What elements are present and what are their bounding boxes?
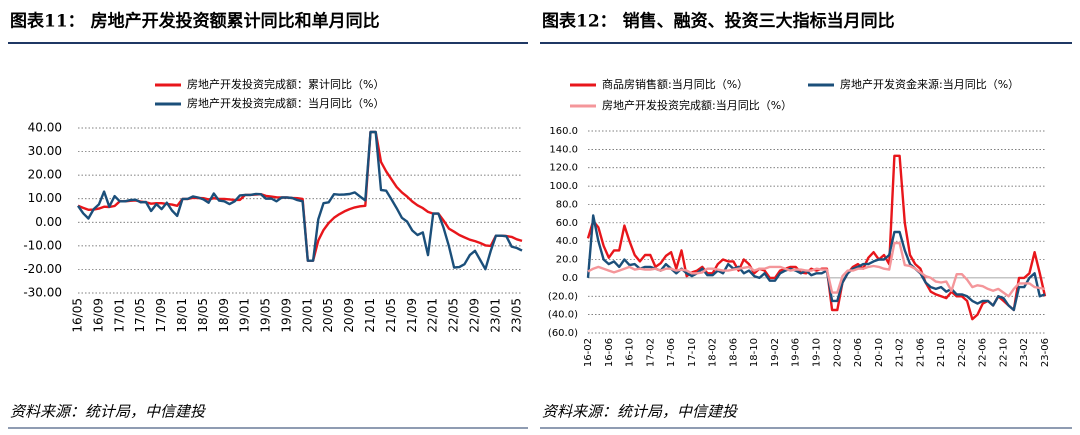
legend-label: 商品房销售额:当月同比（%） xyxy=(602,77,748,91)
x-tick-label: 17-02 xyxy=(645,338,656,367)
x-tick-label: 21-06 xyxy=(915,338,926,367)
y-tick-label: 40.0 xyxy=(556,236,578,247)
legend-label: 房地产开发投资完成额：当月同比（%） xyxy=(187,96,384,110)
source-note: 资料来源：统计局，中信建投 xyxy=(10,403,207,421)
x-tick-label: 18-06 xyxy=(728,338,739,367)
x-tick-label: 22-02 xyxy=(957,338,968,367)
x-tick-label: 20/01 xyxy=(300,298,314,333)
x-tick-label: 16-10 xyxy=(625,338,636,367)
series-line xyxy=(77,130,523,271)
series-line xyxy=(586,214,1046,312)
y-tick-label: 30.00 xyxy=(28,144,62,158)
legend-label: 房地产开发投资完成额:当月同比（%） xyxy=(602,98,792,112)
x-tick-label: 22-10 xyxy=(998,338,1009,367)
source-note: 资料来源：统计局，中信建投 xyxy=(542,403,739,421)
x-tick-label: 23/01 xyxy=(488,298,502,333)
x-tick-label: 19/09 xyxy=(279,298,293,333)
x-tick-label: 21/01 xyxy=(363,298,377,333)
y-tick-label: 140.0 xyxy=(549,144,578,155)
x-tick-label: 16/09 xyxy=(91,298,105,333)
x-tick-label: 16-02 xyxy=(583,338,594,367)
y-tick-label: (60.0) xyxy=(548,328,578,339)
y-tick-label: 100.0 xyxy=(549,181,578,192)
y-tick-label: 160.0 xyxy=(549,126,578,137)
y-tick-label: 0.0 xyxy=(562,273,578,284)
y-tick-label: 20.00 xyxy=(28,168,62,182)
x-tick-label: 18/09 xyxy=(217,298,231,333)
x-tick-label: 17/01 xyxy=(112,298,126,333)
x-tick-label: 20/05 xyxy=(321,298,335,333)
x-tick-label: 17/05 xyxy=(133,298,147,333)
x-tick-label: 19-06 xyxy=(791,338,802,367)
y-tick-label: -30.00 xyxy=(23,286,62,300)
y-tick-label: 0.00 xyxy=(35,215,62,229)
y-tick-label: -20.00 xyxy=(23,262,62,276)
x-tick-label: 20-10 xyxy=(874,338,885,367)
x-tick-label: 22-06 xyxy=(978,338,989,367)
legend-label: 房地产开发投资完成额：累计同比（%） xyxy=(187,77,384,91)
x-tick-label: 21/09 xyxy=(405,298,419,333)
x-tick-label: 19-02 xyxy=(770,338,781,367)
y-tick-label: (40.0) xyxy=(548,310,578,321)
x-tick-label: 22/05 xyxy=(447,298,461,333)
x-tick-label: 19/01 xyxy=(238,298,252,333)
x-tick-label: 16/05 xyxy=(71,298,85,333)
x-tick-label: 22/01 xyxy=(426,298,440,333)
y-tick-label: (20.0) xyxy=(548,291,578,302)
x-tick-label: 21-02 xyxy=(895,338,906,367)
series-line xyxy=(587,241,1046,298)
x-tick-label: 23/05 xyxy=(509,298,523,333)
x-tick-label: 23-02 xyxy=(1019,338,1030,367)
x-tick-label: 18/05 xyxy=(196,298,210,333)
x-tick-label: 19/05 xyxy=(259,298,273,333)
y-tick-label: 10.00 xyxy=(28,191,62,205)
x-tick-label: 18-10 xyxy=(749,338,760,367)
x-tick-label: 17/09 xyxy=(154,298,168,333)
chart-title: 图表11： 房地产开发投资额累计同比和单月同比 xyxy=(10,11,380,32)
series-line xyxy=(586,154,1047,321)
x-tick-label: 16-06 xyxy=(604,338,615,367)
x-tick-label: 21-10 xyxy=(936,338,947,367)
y-tick-label: 40.00 xyxy=(28,121,62,135)
y-tick-label: 80.0 xyxy=(556,199,578,210)
y-tick-label: -10.00 xyxy=(23,238,62,252)
x-tick-label: 20-06 xyxy=(853,338,864,367)
x-tick-label: 17-06 xyxy=(666,338,677,367)
chart-title: 图表12： 销售、融资、投资三大指标当月同比 xyxy=(542,11,895,32)
x-tick-label: 20-02 xyxy=(832,338,843,367)
x-tick-label: 19-10 xyxy=(812,338,823,367)
x-tick-label: 21/05 xyxy=(384,298,398,333)
series-line xyxy=(77,130,523,262)
x-tick-label: 18-02 xyxy=(708,338,719,367)
y-tick-label: 60.0 xyxy=(556,218,578,229)
x-tick-label: 20/09 xyxy=(342,298,356,333)
x-tick-label: 23-06 xyxy=(1040,338,1051,367)
x-tick-label: 18/01 xyxy=(175,298,189,333)
legend-label: 房地产开发资金来源:当月同比（%） xyxy=(840,77,1019,91)
x-tick-label: 22/09 xyxy=(467,298,481,333)
y-tick-label: 120.0 xyxy=(549,163,578,174)
y-tick-label: 20.0 xyxy=(556,255,578,266)
x-tick-label: 17-10 xyxy=(687,338,698,367)
